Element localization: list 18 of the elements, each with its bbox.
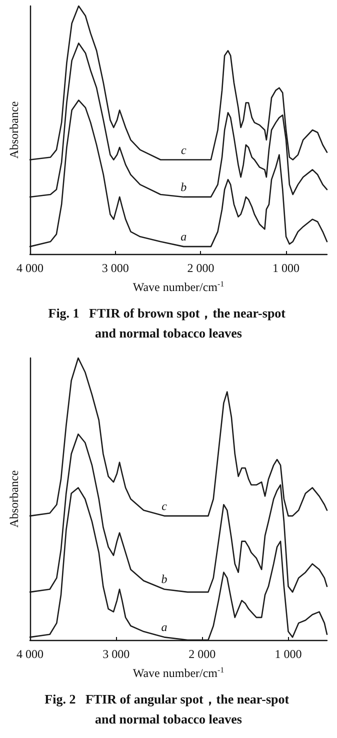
series-label: b <box>180 180 187 194</box>
text: Fig. 2 FTIR of angular spot，the near-spot and normal tobacco leaves <box>44 692 292 726</box>
x-tick-label: 1 000 <box>272 261 300 275</box>
series-label: a <box>180 230 187 244</box>
y-axis-title: Absorbance <box>7 101 21 159</box>
series-label: b <box>161 572 168 586</box>
x-tick-label: 3 000 <box>102 647 130 661</box>
x-tick-label: 1 000 <box>274 647 302 661</box>
series-label: a <box>161 620 168 634</box>
x-tick-label: 2 000 <box>188 647 216 661</box>
series-label: c <box>180 142 187 157</box>
y-axis-title: Absorbance <box>7 470 21 528</box>
x-tick-label: 4 000 <box>16 647 44 661</box>
x-tick-label: 3 000 <box>102 261 129 275</box>
text: Fig. 1 FTIR of brown spot，the near-spot and normal tobacco leaves <box>48 306 289 340</box>
x-tick-label: 4 000 <box>16 261 44 275</box>
series-label: c <box>162 498 168 513</box>
x-tick-label: 2 000 <box>187 261 214 275</box>
